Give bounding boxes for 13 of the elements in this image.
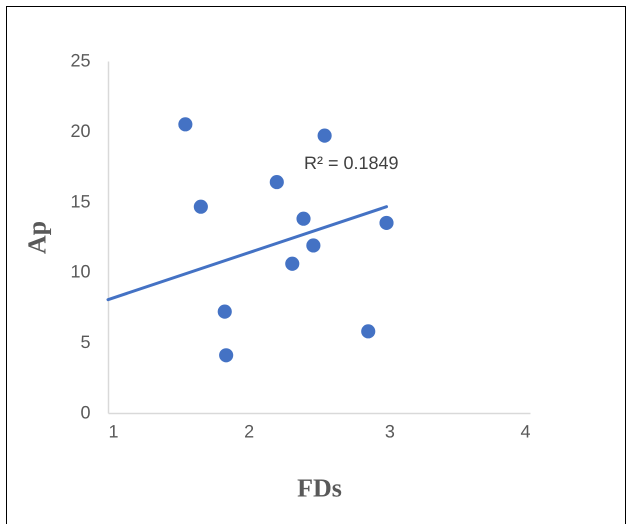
annotation: R² = 0.1849 bbox=[304, 153, 399, 173]
x-tick-label: 2 bbox=[244, 422, 254, 442]
y-tick-label: 20 bbox=[70, 120, 90, 141]
x-tick-label: 1 bbox=[108, 422, 119, 442]
y-tick-label: 0 bbox=[80, 402, 90, 422]
x-tick-label: 4 bbox=[520, 422, 530, 442]
y-axis-title: Ap bbox=[22, 220, 52, 254]
y-tick-label: 15 bbox=[70, 191, 90, 212]
y-tick-label: 10 bbox=[70, 262, 90, 282]
x-tick-label: 3 bbox=[384, 422, 395, 442]
y-tick-label: 25 bbox=[70, 50, 90, 70]
y-tick-label: 5 bbox=[80, 332, 90, 352]
x-axis-title: FDs bbox=[297, 474, 342, 502]
